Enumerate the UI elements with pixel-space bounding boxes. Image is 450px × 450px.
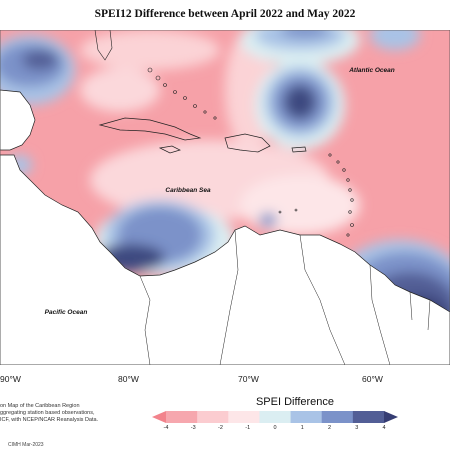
- map-title: SPEI12 Difference between April 2022 and…: [94, 8, 356, 20]
- legend-swatch-4: [259, 411, 292, 423]
- legend-swatch-8: [384, 411, 398, 423]
- legend-tick-label: 1: [300, 425, 304, 431]
- legend-swatch-0: [152, 411, 166, 423]
- legend-colorbar: [152, 411, 398, 423]
- land-mainland: [0, 154, 450, 365]
- caption-line-2: ggregating station based observations,: [0, 410, 95, 416]
- legend-tick-label: 4: [382, 425, 386, 431]
- land-hispaniola: [224, 133, 271, 153]
- legend-tick-label: -4: [163, 425, 169, 431]
- lon-label-60w: 60°W: [362, 374, 383, 384]
- legend-swatch-3: [228, 411, 260, 423]
- land-cuba: [98, 117, 202, 141]
- legend-tick-label: 3: [355, 425, 359, 431]
- lon-label-90w: 90°W: [0, 374, 21, 384]
- label-caribbean-sea: Caribbean Sea: [165, 187, 211, 194]
- label-atlantic-ocean: Atlantic Ocean: [348, 67, 395, 74]
- legend-swatch-1: [166, 411, 198, 423]
- land-florida: [94, 30, 113, 61]
- caption-line-1: on Map of the Caribbean Region: [0, 403, 80, 409]
- legend-tick-label: -3: [190, 425, 196, 431]
- legend-tick-label: -2: [218, 425, 223, 431]
- lon-label-70w: 70°W: [238, 374, 259, 384]
- land-jamaica: [158, 145, 181, 154]
- country-borders: [139, 229, 431, 365]
- legend-swatch-5: [290, 411, 323, 423]
- legend-swatch-2: [197, 411, 229, 423]
- legend-swatch-7: [352, 411, 385, 423]
- legend-tick-label: 0: [273, 425, 277, 431]
- caption-line-3: ICF, with NCEP/NCAR Reanalysis Data.: [0, 417, 99, 423]
- legend-tick-label: -1: [245, 425, 251, 431]
- lon-label-80w: 80°W: [118, 374, 139, 384]
- land-lesser-antilles: [278, 153, 354, 237]
- credit-text: CIMH Mar-2023: [8, 442, 44, 448]
- legend-title: SPEI Difference: [255, 396, 335, 408]
- land-bahamas: [147, 67, 217, 120]
- spei-difference-map: Atlantic Ocean Caribbean Sea Pacific Oce…: [0, 30, 450, 365]
- land-yucatan: [0, 89, 36, 151]
- land-puerto-rico: [291, 146, 307, 153]
- label-pacific-ocean: Pacific Ocean: [45, 309, 88, 316]
- legend-swatch-6: [321, 411, 354, 423]
- legend-tick-label: 2: [327, 425, 332, 431]
